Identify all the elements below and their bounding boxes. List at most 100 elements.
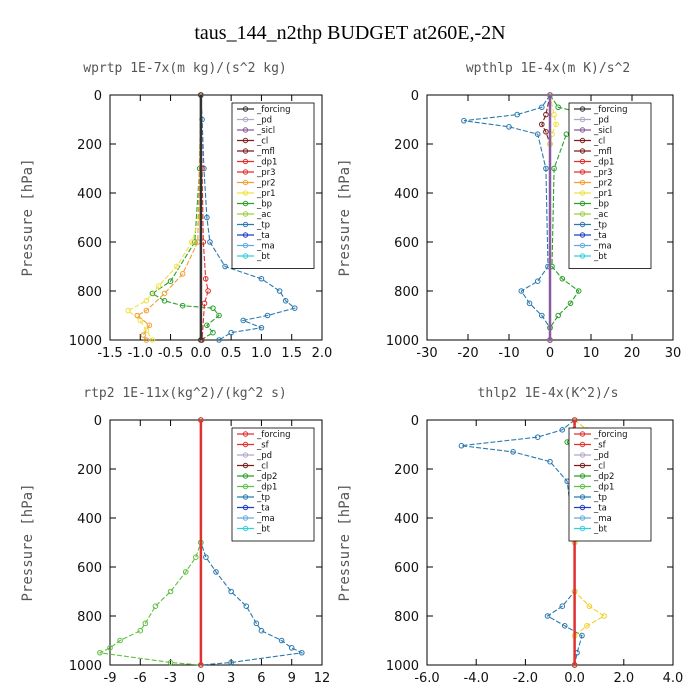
legend-marker: [579, 127, 586, 133]
series-line: [463, 94, 551, 340]
data-point: [586, 603, 593, 610]
legend-label: _ma: [256, 514, 275, 524]
data-point: [207, 239, 213, 245]
data-point: [276, 288, 283, 294]
data-point: [137, 627, 144, 634]
legend-label: _dp1: [256, 483, 277, 493]
data-point: [188, 239, 195, 245]
x-tick-label: 2.0: [312, 346, 333, 361]
legend-label: _forcing: [256, 105, 291, 115]
data-point: [204, 322, 210, 329]
data-point: [173, 263, 180, 270]
legend-label: _pr1: [256, 189, 276, 199]
data-point: [155, 283, 162, 289]
data-point: [526, 300, 533, 307]
data-point: [198, 92, 204, 98]
legend-label: _pr2: [593, 179, 613, 189]
x-tick-label: -6.0: [414, 671, 439, 686]
legend-label: _forcing: [593, 430, 628, 440]
series-line: [200, 94, 296, 341]
data-point: [192, 239, 198, 245]
data-point: [143, 307, 150, 314]
figure-title: taus_144_n2thp BUDGET at260E,-2N: [194, 22, 506, 44]
legend-marker: [242, 515, 249, 521]
data-point: [210, 305, 216, 311]
chart-panel-4: thlp2 1E-4x(K^2)/s Pressure [hPa] -6.0 -4.0…: [337, 386, 683, 686]
y-tick-label: 800: [394, 610, 419, 625]
legend-label: _cl: [593, 462, 605, 472]
legend-marker: [579, 515, 586, 521]
data-point: [152, 603, 159, 610]
legend-label: _cl: [593, 137, 605, 147]
data-point: [216, 337, 222, 343]
legend-label: _tp: [593, 493, 607, 503]
legend-label: _ma: [593, 242, 612, 252]
x-tick-label: -1.5: [97, 346, 122, 361]
data-point: [213, 569, 219, 575]
x-tick-label: -0.5: [158, 346, 183, 361]
data-point: [559, 603, 566, 610]
legend-marker: [242, 232, 249, 238]
legend-label: _tp: [256, 221, 270, 231]
y-tick-label: 1000: [69, 334, 102, 349]
legend-label: _bt: [593, 252, 608, 262]
legend-marker: [242, 137, 249, 144]
legend-marker: [242, 462, 249, 469]
legend-label: _pr3: [593, 168, 613, 178]
legend-marker: [242, 494, 249, 500]
legend-marker: [242, 148, 249, 154]
data-point: [559, 427, 566, 433]
legend-label: _dp2: [256, 472, 277, 482]
legend-marker: [579, 179, 586, 186]
data-point: [461, 117, 467, 124]
data-point: [534, 278, 541, 285]
x-tick-label: 3: [227, 671, 235, 686]
legend-marker: [242, 221, 249, 228]
x-tick-label: -6: [134, 671, 147, 686]
y-tick-label: 0: [94, 89, 102, 104]
data-point: [198, 417, 204, 423]
data-point: [134, 312, 141, 319]
y-tick-label: 600: [394, 236, 419, 251]
series-line: [98, 420, 202, 666]
series-line: [200, 420, 304, 666]
y-axis-label: Pressure [hPa]: [20, 158, 36, 276]
data-point: [143, 337, 150, 343]
data-point: [547, 458, 553, 465]
data-point: [216, 312, 222, 319]
plot-frame: [109, 419, 323, 666]
legend-marker: [579, 190, 586, 196]
legend-label: _pd: [256, 451, 272, 461]
legend-label: _pr2: [256, 179, 276, 189]
y-tick-label: 400: [77, 512, 102, 527]
plot-frame: [426, 419, 674, 666]
data-point: [561, 623, 568, 629]
legend-label: _forcing: [593, 105, 628, 115]
y-tick-label: 800: [77, 610, 102, 625]
x-tick-label: 20: [624, 346, 641, 361]
legend-label: _tp: [593, 221, 607, 231]
chart-title: wprtp 1E-7x(m kg)/(s^2 kg): [83, 61, 287, 76]
x-tick-label: 30: [665, 346, 682, 361]
y-tick-label: 1000: [386, 659, 419, 674]
y-tick-label: 0: [411, 89, 419, 104]
legend-marker: [579, 483, 586, 490]
y-tick-label: 0: [411, 414, 419, 429]
data-point: [198, 337, 204, 343]
y-tick-label: 0: [94, 414, 102, 429]
y-tick-label: 1000: [386, 334, 419, 349]
legend-label: _ma: [256, 242, 275, 252]
x-tick-label: 4.0: [663, 671, 684, 686]
legend-label: _cl: [256, 137, 268, 147]
x-tick-label: 6: [257, 671, 265, 686]
legend-label: _pd: [256, 116, 272, 126]
data-point: [210, 329, 216, 336]
x-tick-label: 0.0: [564, 671, 585, 686]
data-point: [205, 288, 211, 294]
data-point: [179, 302, 186, 309]
legend-label: _dp1: [593, 158, 614, 168]
legend-marker: [579, 441, 586, 448]
legend-marker: [242, 473, 249, 479]
y-axis-label: Pressure [hPa]: [337, 158, 353, 276]
data-point: [149, 337, 156, 343]
